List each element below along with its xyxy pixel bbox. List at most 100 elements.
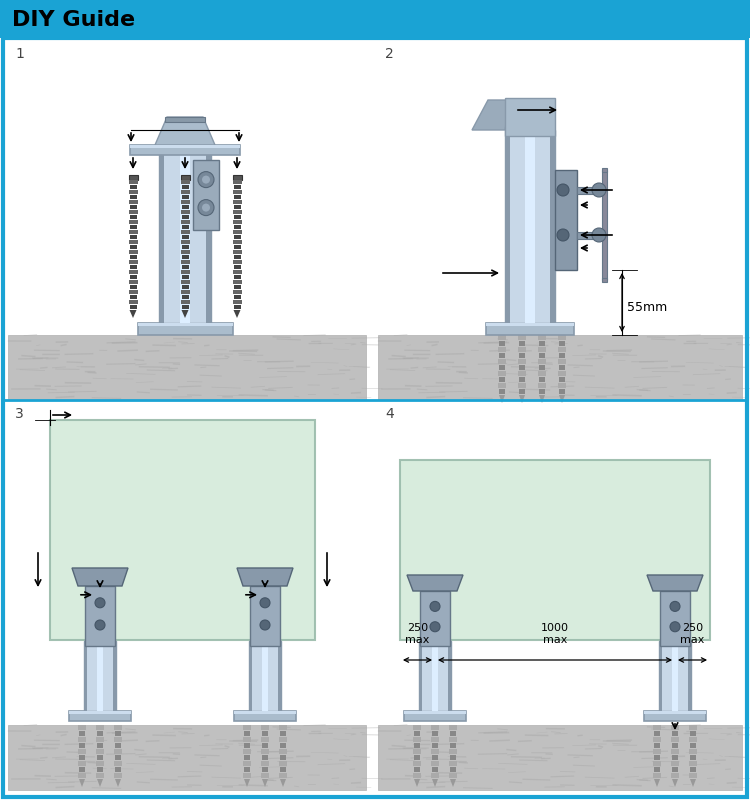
FancyBboxPatch shape [404, 711, 466, 721]
FancyBboxPatch shape [414, 767, 420, 772]
FancyBboxPatch shape [84, 641, 116, 711]
FancyBboxPatch shape [97, 743, 103, 748]
FancyBboxPatch shape [97, 755, 103, 760]
FancyBboxPatch shape [558, 335, 566, 340]
FancyBboxPatch shape [432, 755, 438, 760]
FancyBboxPatch shape [413, 761, 421, 766]
FancyBboxPatch shape [538, 335, 546, 340]
Polygon shape [690, 779, 696, 787]
FancyBboxPatch shape [115, 755, 121, 760]
Polygon shape [262, 779, 268, 787]
FancyBboxPatch shape [577, 232, 595, 239]
FancyBboxPatch shape [499, 341, 505, 346]
Polygon shape [130, 310, 136, 318]
FancyBboxPatch shape [262, 743, 268, 748]
Text: 250
max: 250 max [680, 623, 705, 645]
Polygon shape [432, 779, 438, 787]
FancyBboxPatch shape [181, 290, 190, 294]
FancyBboxPatch shape [233, 245, 241, 249]
FancyBboxPatch shape [538, 347, 546, 352]
FancyBboxPatch shape [128, 290, 137, 294]
FancyBboxPatch shape [498, 371, 506, 376]
FancyBboxPatch shape [690, 767, 696, 772]
FancyBboxPatch shape [69, 711, 131, 721]
FancyBboxPatch shape [654, 731, 660, 736]
FancyBboxPatch shape [243, 749, 251, 754]
FancyBboxPatch shape [498, 335, 506, 340]
FancyBboxPatch shape [233, 305, 241, 309]
FancyBboxPatch shape [234, 711, 296, 721]
FancyBboxPatch shape [279, 749, 287, 754]
FancyBboxPatch shape [431, 749, 439, 754]
FancyBboxPatch shape [97, 731, 103, 736]
FancyBboxPatch shape [182, 245, 188, 249]
FancyBboxPatch shape [181, 230, 190, 234]
Polygon shape [237, 568, 293, 586]
FancyBboxPatch shape [114, 773, 122, 778]
FancyBboxPatch shape [690, 743, 696, 748]
FancyBboxPatch shape [653, 749, 661, 754]
FancyBboxPatch shape [182, 275, 188, 279]
Polygon shape [654, 779, 660, 787]
FancyBboxPatch shape [518, 347, 526, 352]
Circle shape [202, 204, 210, 212]
FancyBboxPatch shape [261, 725, 269, 730]
FancyBboxPatch shape [130, 205, 136, 209]
FancyBboxPatch shape [449, 761, 457, 766]
FancyBboxPatch shape [671, 725, 679, 730]
Circle shape [198, 199, 214, 215]
FancyBboxPatch shape [689, 749, 697, 754]
FancyBboxPatch shape [602, 278, 607, 282]
FancyBboxPatch shape [518, 383, 526, 388]
FancyBboxPatch shape [672, 767, 678, 772]
FancyBboxPatch shape [128, 240, 137, 244]
FancyBboxPatch shape [420, 591, 450, 646]
FancyBboxPatch shape [0, 0, 750, 38]
FancyBboxPatch shape [450, 755, 456, 760]
FancyBboxPatch shape [518, 335, 526, 340]
Text: 250
max: 250 max [405, 623, 430, 645]
FancyBboxPatch shape [449, 737, 457, 742]
FancyBboxPatch shape [450, 767, 456, 772]
FancyBboxPatch shape [499, 377, 505, 382]
FancyBboxPatch shape [232, 200, 242, 204]
FancyBboxPatch shape [689, 725, 697, 730]
FancyBboxPatch shape [78, 725, 86, 730]
Circle shape [592, 183, 606, 197]
FancyBboxPatch shape [243, 773, 251, 778]
FancyBboxPatch shape [654, 755, 660, 760]
FancyBboxPatch shape [96, 761, 104, 766]
FancyBboxPatch shape [539, 353, 545, 358]
FancyBboxPatch shape [498, 347, 506, 352]
Polygon shape [519, 395, 525, 403]
FancyBboxPatch shape [79, 767, 85, 772]
FancyBboxPatch shape [128, 220, 137, 224]
FancyBboxPatch shape [559, 353, 565, 358]
FancyBboxPatch shape [261, 773, 269, 778]
FancyBboxPatch shape [182, 185, 188, 189]
FancyBboxPatch shape [505, 130, 510, 323]
FancyBboxPatch shape [244, 767, 250, 772]
FancyBboxPatch shape [499, 365, 505, 370]
Polygon shape [155, 117, 215, 145]
FancyBboxPatch shape [280, 755, 286, 760]
FancyBboxPatch shape [182, 205, 188, 209]
FancyBboxPatch shape [559, 365, 565, 370]
FancyBboxPatch shape [182, 305, 188, 309]
FancyBboxPatch shape [137, 323, 232, 335]
Polygon shape [72, 568, 128, 586]
FancyBboxPatch shape [653, 725, 661, 730]
FancyBboxPatch shape [659, 641, 691, 711]
FancyBboxPatch shape [450, 731, 456, 736]
FancyBboxPatch shape [449, 749, 457, 754]
FancyBboxPatch shape [233, 255, 241, 259]
FancyBboxPatch shape [182, 265, 188, 269]
FancyBboxPatch shape [181, 210, 190, 214]
FancyBboxPatch shape [182, 255, 188, 259]
FancyBboxPatch shape [206, 145, 211, 323]
Circle shape [670, 602, 680, 611]
FancyBboxPatch shape [688, 641, 691, 711]
FancyBboxPatch shape [233, 205, 241, 209]
FancyBboxPatch shape [128, 280, 137, 284]
Polygon shape [79, 779, 85, 787]
